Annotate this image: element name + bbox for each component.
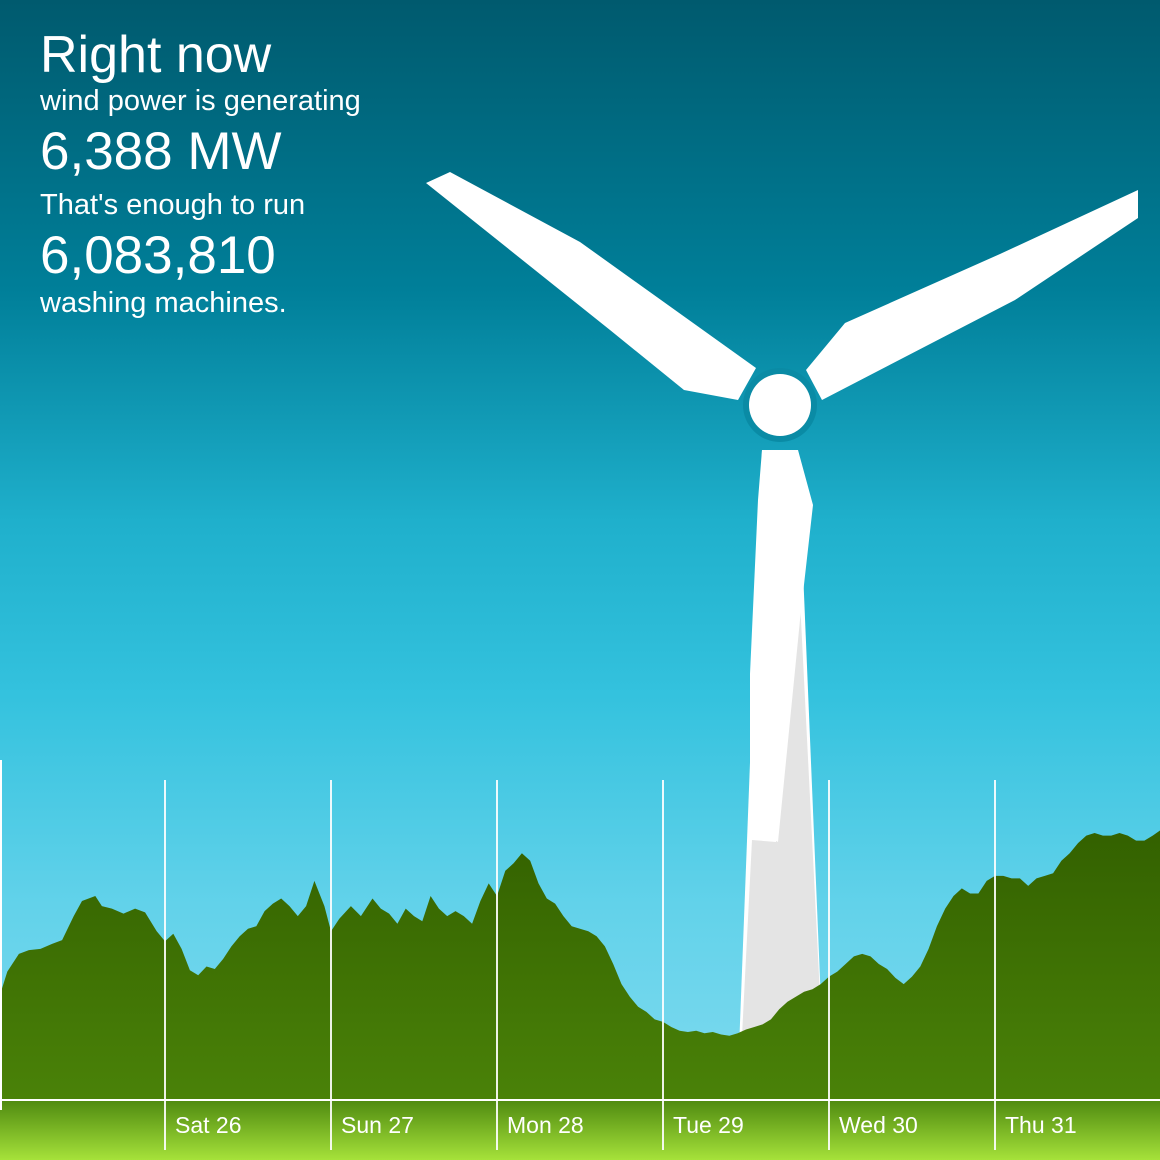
stats-heading: Right now (40, 26, 272, 84)
x-tick-label: Thu 31 (1005, 1112, 1077, 1138)
x-tick-label: Mon 28 (507, 1112, 584, 1138)
x-tick-label: Sat 26 (175, 1112, 242, 1138)
ground-strip (0, 1100, 1160, 1160)
x-tick-label: Sun 27 (341, 1112, 414, 1138)
stats-line-enough: That's enough to run (40, 189, 306, 221)
power-output-value: 6,388 MW (40, 122, 282, 181)
washing-machine-count: 6,083,810 (40, 226, 276, 285)
stats-line-generating: wind power is generating (40, 85, 361, 117)
turbine-blade-left (426, 172, 756, 400)
tower-shadow (740, 600, 824, 1075)
turbine-hub (749, 374, 811, 436)
x-tick-label: Wed 30 (839, 1112, 918, 1138)
day-gridlines (0, 760, 996, 1150)
generation-stats: Right now wind power is generating 6,388… (40, 26, 361, 320)
x-tick-label: Tue 29 (673, 1112, 744, 1138)
series-area (0, 830, 1160, 1100)
turbine-blade-right (806, 190, 1138, 400)
stats-line-machines: washing machines. (40, 287, 287, 319)
wind-generation-area (0, 830, 1160, 1100)
turbine-rotor (426, 172, 1138, 842)
turbine-blade-bottom (750, 450, 813, 842)
